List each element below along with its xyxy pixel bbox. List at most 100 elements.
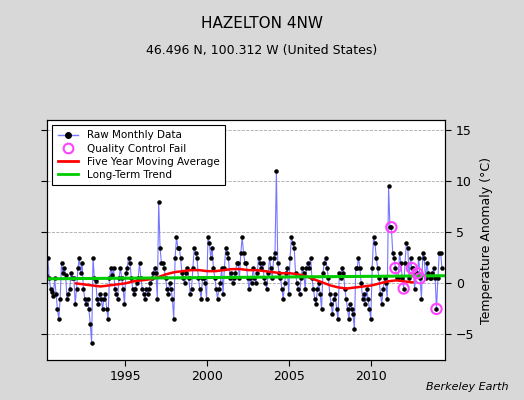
Point [173, 244, 182, 251]
Point [263, 285, 271, 292]
Point [291, 270, 300, 276]
Point [189, 265, 197, 271]
Point [119, 285, 127, 292]
Point [177, 255, 185, 261]
Point [260, 275, 268, 282]
Point [142, 285, 150, 292]
Point [305, 265, 313, 271]
Point [96, 290, 104, 297]
Point [425, 275, 434, 282]
Point [408, 265, 416, 271]
Point [249, 265, 257, 271]
Point [405, 275, 413, 282]
Point [436, 250, 445, 256]
Point [155, 198, 163, 205]
Point [385, 183, 393, 190]
Point [60, 265, 69, 271]
Point [354, 255, 363, 261]
Point [289, 239, 297, 246]
Point [134, 275, 143, 282]
Point [219, 290, 227, 297]
Point [298, 265, 307, 271]
Point [144, 290, 152, 297]
Point [205, 239, 213, 246]
Point [45, 275, 53, 282]
Point [202, 296, 211, 302]
Point [121, 301, 129, 307]
Point [146, 280, 155, 287]
Point [358, 296, 367, 302]
Point [285, 290, 293, 297]
Point [97, 296, 105, 302]
Point [409, 265, 418, 271]
Point [363, 285, 371, 292]
Point [356, 265, 364, 271]
Point [246, 275, 255, 282]
Point [233, 260, 241, 266]
Point [175, 244, 183, 251]
Point [222, 244, 230, 251]
Point [198, 275, 206, 282]
Point [135, 260, 144, 266]
Point [423, 260, 431, 266]
Point [66, 285, 74, 292]
Point [334, 316, 342, 322]
Point [53, 306, 62, 312]
Point [434, 275, 442, 282]
Point [153, 296, 161, 302]
Point [329, 311, 337, 317]
Point [101, 290, 110, 297]
Point [83, 296, 92, 302]
Point [59, 270, 67, 276]
Point [378, 301, 386, 307]
Point [206, 255, 215, 261]
Point [286, 255, 294, 261]
Point [75, 255, 83, 261]
Point [276, 275, 285, 282]
Point [257, 265, 266, 271]
Point [108, 272, 116, 278]
Point [77, 270, 85, 276]
Point [435, 250, 443, 256]
Point [353, 265, 362, 271]
Point [94, 301, 103, 307]
Point [364, 296, 372, 302]
Point [200, 275, 208, 282]
Point [112, 290, 121, 297]
Point [82, 301, 90, 307]
Point [238, 234, 246, 241]
Point [294, 285, 302, 292]
Point [401, 260, 409, 266]
Point [357, 280, 365, 287]
Point [332, 306, 341, 312]
Point [372, 255, 380, 261]
Point [92, 278, 100, 284]
Point [319, 270, 327, 276]
Point [126, 260, 134, 266]
Point [268, 275, 277, 282]
Point [427, 275, 435, 282]
Point [388, 250, 397, 256]
Point [123, 265, 132, 271]
Point [64, 290, 72, 297]
Point [204, 234, 212, 241]
Point [235, 275, 244, 282]
Point [149, 270, 157, 276]
Point [138, 285, 147, 292]
Point [63, 296, 71, 302]
Point [395, 250, 403, 256]
Point [104, 316, 112, 322]
Point [327, 301, 335, 307]
Point [391, 265, 400, 271]
Point [374, 265, 382, 271]
Point [278, 285, 286, 292]
Point [318, 306, 326, 312]
Y-axis label: Temperature Anomaly (°C): Temperature Anomaly (°C) [480, 156, 493, 324]
Point [430, 265, 438, 271]
Point [172, 234, 181, 241]
Point [178, 270, 186, 276]
Point [191, 250, 200, 256]
Point [331, 290, 340, 297]
Point [179, 275, 188, 282]
Point [201, 280, 210, 287]
